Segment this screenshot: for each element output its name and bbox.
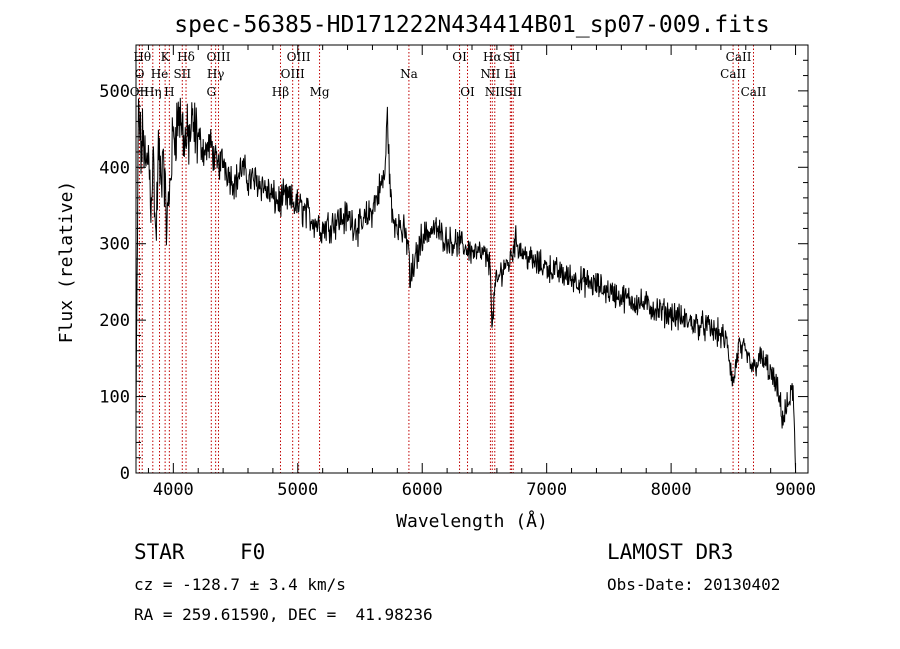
line-label-CaII: CaII — [726, 50, 752, 64]
y-tick-label: 400 — [99, 158, 130, 178]
line-label-O: O — [135, 67, 145, 81]
line-label-SII: SII — [503, 50, 521, 64]
line-label-Na: Na — [400, 67, 418, 81]
x-tick-label: 4000 — [153, 480, 194, 500]
coordinates: RA = 259.61590, DEC = 41.98236 — [134, 605, 433, 624]
survey-name: LAMOST DR3 — [607, 540, 734, 564]
line-labels: OII Hθ O Hη He K H SII Hδ G Hγ OIII Hβ OIII OIII Mg Na OI… — [130, 50, 767, 99]
y-tick-label: 500 — [99, 82, 130, 102]
line-label-H: H — [164, 85, 174, 99]
line-label-SII: SII — [504, 85, 522, 99]
line-label-Hθ: Hθ — [133, 50, 151, 64]
chart-title: spec-56385-HD171222N434414B01_sp07-009.f… — [174, 12, 769, 38]
object-class: STAR — [134, 540, 185, 564]
line-label-NII: NII — [480, 67, 500, 81]
line-label-Li: Li — [504, 67, 516, 81]
line-label-CaII: CaII — [720, 67, 746, 81]
y-tick-label: 0 — [120, 464, 130, 484]
x-tick-label: 7000 — [526, 480, 567, 500]
spectral-subclass: F0 — [240, 540, 266, 564]
line-label-CaII: CaII — [741, 85, 767, 99]
line-label-Hγ: Hγ — [207, 67, 225, 81]
spectrum-series — [135, 97, 797, 474]
line-markers — [138, 45, 754, 473]
line-label-NII: NII — [485, 85, 505, 99]
line-label-Mg: Mg — [310, 85, 330, 99]
x-tick-label: 5000 — [277, 480, 318, 500]
x-tick-label: 6000 — [402, 480, 443, 500]
y-tick-label: 200 — [99, 311, 130, 331]
line-label-K: K — [161, 50, 171, 64]
line-label-He: He — [151, 67, 169, 81]
line-label-OI: OI — [460, 85, 475, 99]
spectrum-line — [135, 97, 797, 474]
line-label-OII: OII — [130, 85, 150, 99]
line-label-OIII: OIII — [281, 67, 305, 81]
line-label-OI: OI — [452, 50, 467, 64]
line-label-G: G — [206, 85, 216, 99]
x-tick-label: 9000 — [775, 480, 816, 500]
observation-date: Obs-Date: 20130402 — [607, 575, 781, 594]
line-label-Hβ: Hβ — [272, 85, 289, 99]
axes: 4000 5000 6000 7000 8000 9000 0 100 200 300 400 500 — [99, 44, 816, 500]
x-tick-label: 8000 — [651, 480, 692, 500]
y-tick-label: 300 — [99, 235, 130, 255]
line-label-OIII: OIII — [206, 50, 230, 64]
redshift-cz: cz = -128.7 ± 3.4 km/s — [134, 575, 346, 594]
line-label-Hα: Hα — [483, 50, 502, 64]
line-label-Hη: Hη — [144, 85, 162, 99]
x-axis-label: Wavelength (Å) — [396, 510, 548, 532]
y-axis-label: Flux (relative) — [56, 181, 77, 344]
plot-frame — [135, 44, 809, 474]
line-label-SII: SII — [173, 67, 191, 81]
line-label-OIII: OIII — [287, 50, 311, 64]
line-label-Hδ: Hδ — [177, 50, 195, 64]
y-tick-label: 100 — [99, 388, 130, 408]
